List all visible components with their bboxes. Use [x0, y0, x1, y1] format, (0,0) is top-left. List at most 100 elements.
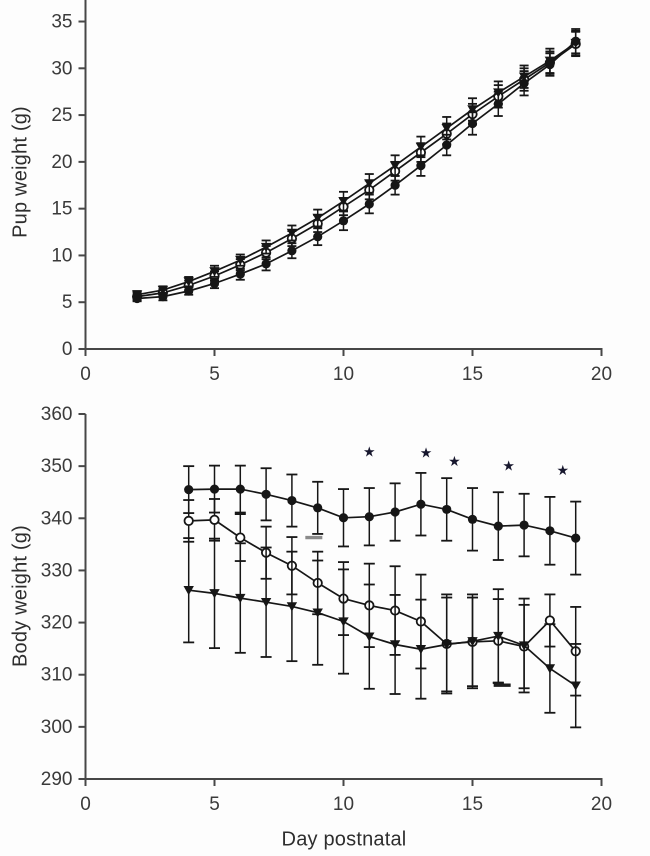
day-postnatal-axis-title: Day postnatal	[281, 828, 407, 851]
triangle-down-filled-marker	[209, 589, 220, 599]
triangle-down-filled-marker	[544, 664, 556, 674]
triangle-down-filled-marker	[286, 602, 298, 612]
x-tick-label: 5	[209, 364, 220, 385]
circle-filled-marker	[261, 489, 271, 499]
circle-filled-marker	[364, 512, 374, 522]
circle-filled-marker	[390, 507, 400, 517]
circle-filled-marker	[545, 526, 555, 536]
x-tick-label: 20	[591, 364, 612, 385]
circle-filled-marker	[313, 503, 323, 513]
circle-filled-marker	[313, 232, 323, 242]
circle-filled-marker	[442, 504, 452, 515]
triangle-down-filled-marker	[209, 267, 220, 277]
y-tick-label: 20	[51, 152, 72, 173]
triangle-down-filled-marker	[493, 631, 504, 642]
circle-filled-marker	[519, 520, 529, 530]
y-tick-label: 340	[41, 508, 73, 529]
triangle-down-filled-marker	[415, 644, 427, 655]
triangle-down-filled-marker	[312, 608, 323, 618]
x-tick-label: 10	[333, 364, 354, 385]
triangle-down-filled-marker	[338, 196, 349, 207]
pup-weight-chart: 0 5 10 15 20 25 30 35 0 5 10 15 20	[51, 0, 612, 385]
circle-filled-marker	[287, 495, 297, 506]
circle-filled-marker	[493, 99, 503, 109]
circle-filled-marker	[184, 286, 194, 296]
y-tick-label: 30	[51, 58, 72, 79]
triangle-down-filled-marker	[183, 586, 194, 596]
circle-filled-marker	[209, 484, 220, 494]
circle-filled-marker	[338, 216, 349, 226]
triangle-down-filled-marker	[389, 161, 401, 171]
x-tick-label: 5	[209, 794, 220, 815]
series-open-circle	[132, 30, 581, 302]
y-tick-label: 35	[51, 12, 72, 33]
series-filled-triangle	[131, 29, 581, 300]
circle-filled-marker	[390, 180, 400, 190]
triangle-down-filled-marker	[467, 105, 478, 115]
triangle-down-filled-marker	[260, 598, 272, 608]
y-tick-label: 320	[41, 613, 73, 634]
triangle-down-filled-marker	[570, 681, 581, 691]
triangle-down-filled-marker	[312, 213, 323, 224]
triangle-down-filled-marker	[157, 285, 169, 296]
triangle-down-filled-marker	[467, 637, 478, 647]
y-tick-label: 360	[41, 404, 73, 425]
circle-filled-marker	[209, 278, 220, 289]
x-tick-label: 0	[80, 794, 91, 815]
y-tick-label: 310	[41, 665, 73, 686]
circle-filled-marker	[158, 292, 168, 302]
y-tick-label: 5	[62, 292, 73, 313]
triangle-down-filled-marker	[338, 617, 349, 627]
y-tick-label: 350	[41, 456, 73, 477]
series-filled-circle	[183, 464, 582, 576]
circle-filled-marker	[338, 513, 349, 523]
triangle-down-filled-marker	[441, 123, 452, 134]
triangle-down-filled-marker	[389, 640, 401, 650]
y-tick-label: 300	[41, 717, 73, 738]
series-line	[136, 42, 577, 296]
circle-filled-marker	[442, 140, 452, 150]
circle-open-marker	[209, 514, 220, 525]
series-line	[136, 43, 577, 298]
significance-star-icon: ★	[557, 462, 570, 478]
series-filled-circle	[132, 28, 581, 304]
series-line	[188, 488, 576, 539]
circle-open-marker	[235, 532, 246, 543]
y-tick-label: 330	[41, 560, 73, 581]
significance-star-icon: ★	[363, 444, 376, 460]
triangle-down-filled-marker	[441, 640, 452, 650]
circle-filled-marker	[235, 484, 245, 494]
triangle-down-filled-marker	[364, 632, 375, 642]
circle-filled-marker	[416, 499, 426, 509]
triangle-down-filled-marker	[364, 179, 375, 189]
body-weight-chart: 290 300 310 320 330 340 350 360 0 5 10 15 20 ★ ★ ★ ★ ★	[41, 404, 612, 815]
circle-filled-marker	[416, 161, 426, 171]
y-tick-label: 0	[62, 339, 73, 360]
circle-filled-marker	[493, 521, 503, 531]
x-tick-label: 20	[591, 794, 612, 815]
circle-filled-marker	[545, 59, 555, 70]
triangle-down-filled-marker	[235, 593, 246, 604]
series-line	[188, 519, 577, 652]
triangle-down-filled-marker	[415, 142, 427, 152]
significance-star-icon: ★	[420, 445, 433, 461]
circle-filled-marker	[364, 199, 374, 209]
circle-filled-marker	[571, 36, 581, 46]
circle-filled-marker	[132, 293, 142, 304]
circle-filled-marker	[467, 514, 478, 524]
y-tick-label: 10	[51, 245, 72, 266]
circle-filled-marker	[184, 485, 194, 495]
x-tick-label: 15	[462, 364, 483, 385]
y-tick-label: 15	[51, 199, 72, 220]
circle-open-marker	[183, 515, 194, 526]
circle-filled-marker	[235, 269, 245, 279]
circle-filled-marker	[467, 118, 478, 129]
y-tick-label: 290	[41, 769, 73, 790]
pup-weight-axis-title: Pup weight (g)	[9, 106, 32, 238]
series-line	[188, 589, 577, 687]
x-tick-label: 15	[462, 794, 483, 815]
body-weight-axis-title: Body weight (g)	[9, 525, 32, 667]
triangle-down-filled-marker	[260, 242, 272, 253]
